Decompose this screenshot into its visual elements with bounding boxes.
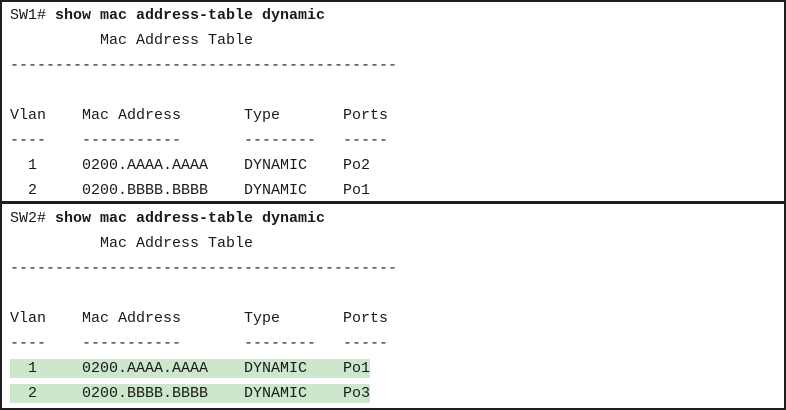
underline-mac: -----------: [82, 132, 182, 149]
mac-table-row: 2 0200.BBBB.BBBB DYNAMIC Po1: [2, 178, 784, 201]
cell-vlan: 1: [28, 360, 38, 377]
sw2-output-panel: SW2# show mac address-table dynamic Mac …: [2, 204, 784, 408]
table-title-line: Mac Address Table: [2, 231, 784, 256]
mac-table-row-highlighted: 1 0200.AAAA.AAAA DYNAMIC Po1: [2, 356, 784, 381]
separator-line: ----------------------------------------…: [2, 256, 784, 281]
mac-table-title: Mac Address Table: [100, 32, 254, 49]
command-line: SW1# show mac address-table dynamic: [2, 3, 784, 28]
separator-line: ----------------------------------------…: [2, 53, 784, 78]
table-header-row: Vlan Mac Address Type Ports: [2, 103, 784, 128]
row-highlight: [10, 359, 370, 378]
cell-type: DYNAMIC: [244, 157, 308, 174]
command-line: SW2# show mac address-table dynamic: [2, 206, 784, 231]
cell-type: DYNAMIC: [244, 182, 308, 199]
cell-vlan: 1: [28, 157, 38, 174]
blank-line: [2, 281, 784, 306]
cell-mac-address: 0200.BBBB.BBBB: [82, 385, 209, 402]
cell-port: Po3: [343, 385, 371, 402]
col-header-ports: Ports: [343, 310, 389, 327]
header-underline-row: ---- ----------- -------- -----: [2, 128, 784, 153]
device-prompt: SW1#: [10, 7, 47, 24]
mac-table-row: 1 0200.AAAA.AAAA DYNAMIC Po2: [2, 153, 784, 178]
cell-type: DYNAMIC: [244, 385, 308, 402]
cell-mac-address: 0200.AAAA.AAAA: [82, 157, 209, 174]
underline-ports: -----: [343, 132, 389, 149]
row-highlight: [10, 384, 370, 403]
underline-vlan: ----: [10, 335, 47, 352]
cell-vlan: 2: [28, 182, 38, 199]
cell-type: DYNAMIC: [244, 360, 308, 377]
cell-port: Po1: [343, 360, 371, 377]
sw1-output-panel: SW1# show mac address-table dynamic Mac …: [2, 2, 784, 204]
underline-ports: -----: [343, 335, 389, 352]
col-header-ports: Ports: [343, 107, 389, 124]
col-header-mac: Mac Address: [82, 107, 182, 124]
col-header-vlan: Vlan: [10, 310, 47, 327]
cli-command: show mac address-table dynamic: [55, 210, 326, 227]
device-prompt: SW2#: [10, 210, 47, 227]
mac-table-title: Mac Address Table: [100, 235, 254, 252]
cell-mac-address: 0200.AAAA.AAAA: [82, 360, 209, 377]
cell-port: Po1: [343, 182, 371, 199]
mac-table-row-highlighted: 2 0200.BBBB.BBBB DYNAMIC Po3: [2, 381, 784, 406]
cli-command: show mac address-table dynamic: [55, 7, 326, 24]
col-header-type: Type: [244, 310, 281, 327]
blank-line: [2, 78, 784, 103]
col-header-mac: Mac Address: [82, 310, 182, 327]
cell-port: Po2: [343, 157, 371, 174]
table-header-row: Vlan Mac Address Type Ports: [2, 306, 784, 331]
underline-type: --------: [244, 132, 317, 149]
dashed-separator: ----------------------------------------…: [10, 260, 398, 277]
header-underline-row: ---- ----------- -------- -----: [2, 331, 784, 356]
underline-type: --------: [244, 335, 317, 352]
underline-vlan: ----: [10, 132, 47, 149]
cell-vlan: 2: [28, 385, 38, 402]
col-header-vlan: Vlan: [10, 107, 47, 124]
table-title-line: Mac Address Table: [2, 28, 784, 53]
cell-mac-address: 0200.BBBB.BBBB: [82, 182, 209, 199]
dashed-separator: ----------------------------------------…: [10, 57, 398, 74]
underline-mac: -----------: [82, 335, 182, 352]
col-header-type: Type: [244, 107, 281, 124]
